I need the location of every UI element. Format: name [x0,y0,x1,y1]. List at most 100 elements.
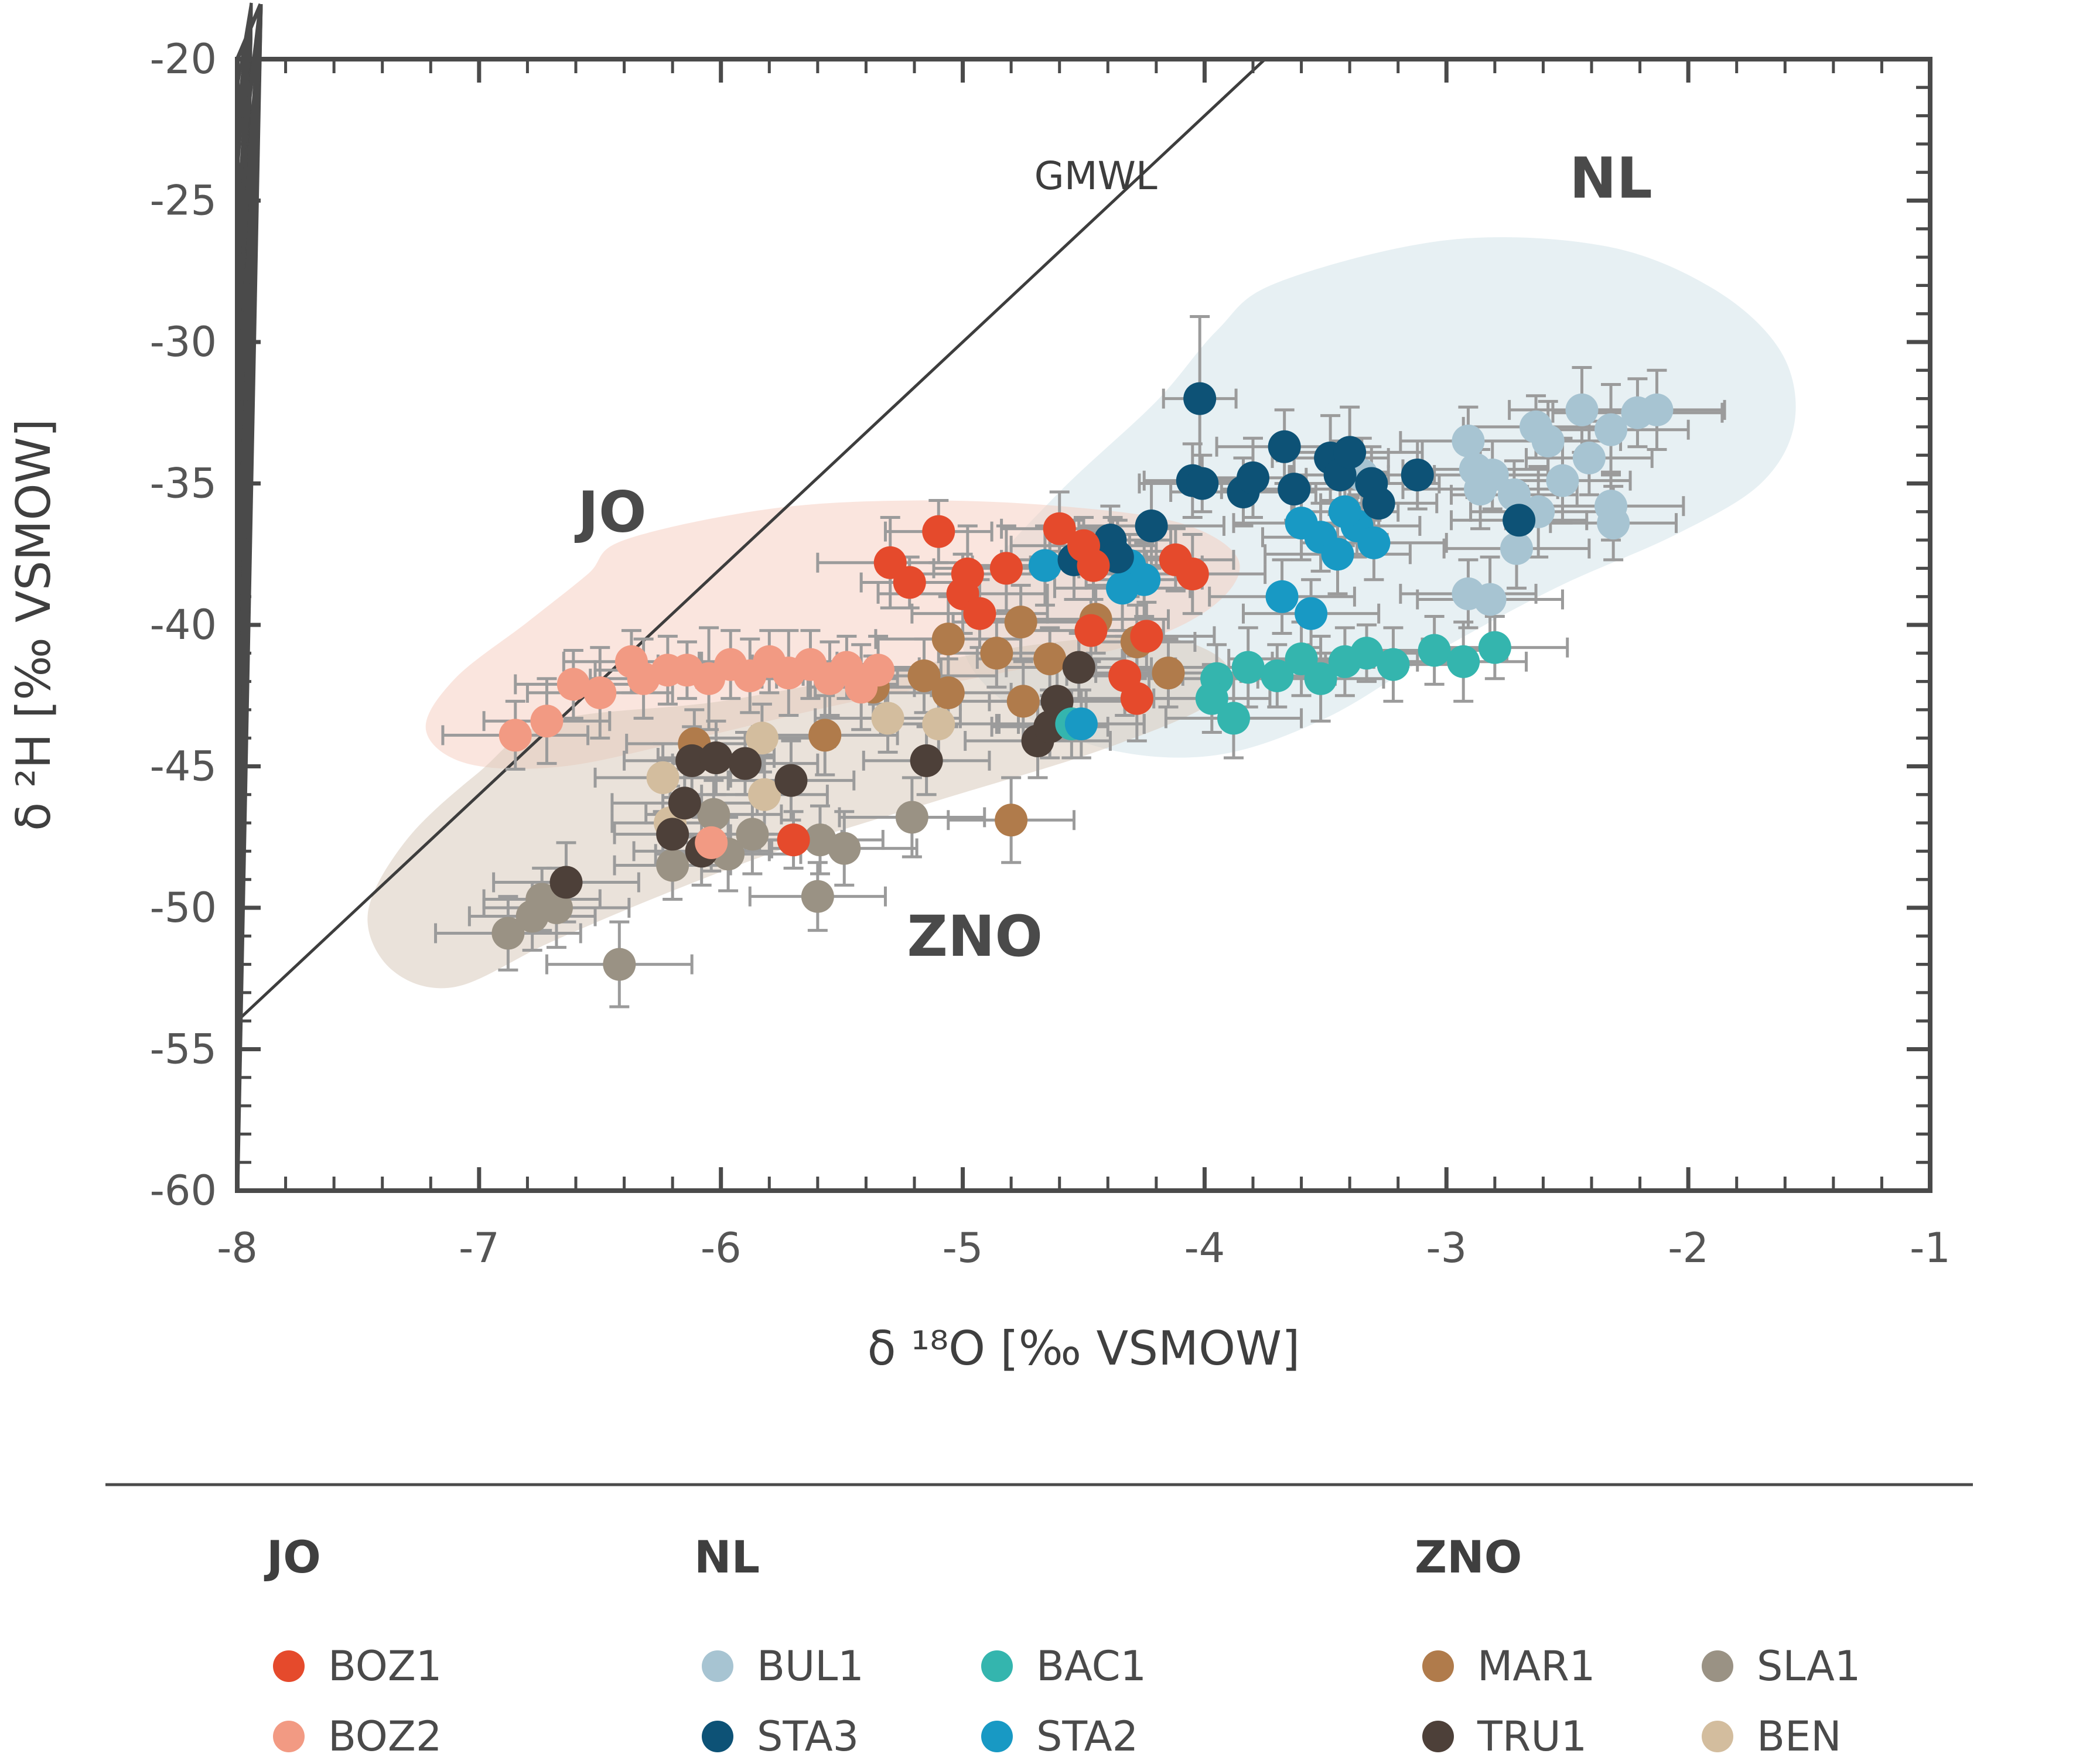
legend-item-boz2: BOZ2 [328,1712,442,1760]
data-point-mar1 [808,719,842,752]
data-point-mar1 [980,637,1013,670]
data-point-boz1 [1176,558,1209,591]
data-point-bac1 [1195,682,1228,715]
legend-item-bul1: BUL1 [757,1642,864,1690]
legend-item-boz1: BOZ1 [328,1642,442,1690]
legend-swatch-bac1 [981,1650,1013,1682]
data-point-tru1 [668,787,701,820]
data-point-bac1 [1217,702,1250,735]
y-tick-label: -45 [150,743,217,791]
data-point-mar1 [931,676,965,709]
legend-swatch-sla1 [1702,1650,1733,1682]
data-point-tru1 [729,747,762,780]
data-point-bul1 [1497,478,1531,511]
data-point-tru1 [1062,651,1095,684]
data-point-sta3 [1401,459,1434,492]
data-point-bac1 [1261,659,1294,692]
in-plot-annotations: JO NL ZNO GMWL [574,146,1652,969]
data-point-mar1 [907,659,941,692]
data-point-ben [745,722,778,755]
data-point-boz1 [1077,549,1110,582]
data-point-ben [871,702,904,735]
y-tick-label: -25 [150,177,217,225]
axes-frame-and-ticks [235,2,1932,1193]
data-point-sla1 [895,801,928,834]
legend-item-mar1: MAR1 [1477,1642,1595,1690]
y-tick-label: -50 [150,884,217,932]
legend-item-sta3: STA3 [757,1712,859,1760]
data-point-boz1 [893,566,926,599]
series-tru1 [549,651,1095,899]
data-point-ben [922,707,955,741]
data-point-sta3 [1503,504,1536,537]
data-point-sta3 [1333,436,1367,469]
y-axis-title: δ ²H [‰ VSMOW] [6,419,61,831]
data-point-tru1 [774,764,808,797]
y-tick-label: -30 [150,318,217,366]
region-label-nl: NL [1569,146,1652,211]
data-point-sta3 [1183,382,1217,415]
data-point-tru1 [699,741,733,775]
data-point-bac1 [1418,634,1451,667]
data-points [491,382,1674,981]
data-point-boz1 [1043,512,1076,545]
x-tick-label: -8 [217,1224,258,1272]
y-tick-label: -40 [150,601,217,649]
legend-swatch-sta3 [702,1721,733,1752]
data-point-sta2 [1265,580,1299,613]
data-point-bul1 [1531,425,1565,458]
x-tick-label: -1 [1910,1224,1951,1272]
data-point-bul1 [1565,393,1599,426]
data-point-tru1 [910,744,943,777]
legend-swatch-mar1 [1422,1650,1454,1682]
x-axis-title: δ ¹⁸O [‰ VSMOW] [868,1321,1300,1376]
data-point-sla1 [656,849,689,882]
tick-labels: -8 -7 -6 -5 -4 -3 -2 -1 -20 -25 -30 -35 -40 -45 -50 -55… [150,35,1951,1272]
data-point-sla1 [491,917,525,950]
data-point-boz1 [963,597,996,630]
data-point-tru1 [656,818,689,851]
gmwl-line [236,58,1266,1023]
legend-group-zno-header: ZNO [1415,1531,1522,1583]
data-point-tru1 [675,744,709,777]
data-point-boz1 [1120,682,1153,715]
data-point-ben [646,761,680,794]
legend-item-ben: BEN [1757,1712,1842,1760]
series-sta3 [1057,382,1536,576]
data-point-bul1 [1473,583,1507,616]
data-point-sta2 [1106,572,1139,605]
data-point-boz2 [862,654,895,687]
gmwl-label: GMWL [1034,153,1157,199]
data-point-bul1 [1594,413,1628,446]
data-point-sta2 [1328,495,1361,528]
y-tick-label: -35 [150,460,217,508]
x-tick-label: -2 [1668,1224,1709,1272]
data-point-boz2 [695,826,728,859]
data-point-bac1 [1350,637,1384,670]
legend-swatch-boz2 [273,1721,305,1752]
data-point-boz1 [989,552,1023,585]
data-point-boz2 [530,705,564,738]
legend-group-nl-header: NL [694,1531,760,1583]
data-point-sta2 [1295,597,1328,630]
data-point-mar1 [1152,657,1185,690]
data-point-bul1 [1640,393,1674,426]
data-point-boz2 [556,668,590,701]
x-tick-label: -7 [459,1224,500,1272]
data-point-sla1 [697,798,730,831]
data-point-sta3 [1362,487,1395,520]
series-boz1 [777,512,1209,857]
series-sta2 [1028,495,1391,741]
data-point-boz1 [1130,620,1163,653]
data-point-bac1 [1377,648,1410,681]
data-point-boz1 [922,515,955,548]
legend-swatch-bul1 [702,1650,733,1682]
legend-item-sta2: STA2 [1036,1712,1138,1760]
legend-group-jo-header: JO [264,1531,321,1583]
data-point-boz2 [583,676,617,709]
data-point-boz2 [498,719,532,752]
data-point-bac1 [1447,645,1480,678]
data-point-ben [748,778,781,811]
data-point-sta3 [1237,461,1269,494]
data-point-tru1 [549,866,583,899]
